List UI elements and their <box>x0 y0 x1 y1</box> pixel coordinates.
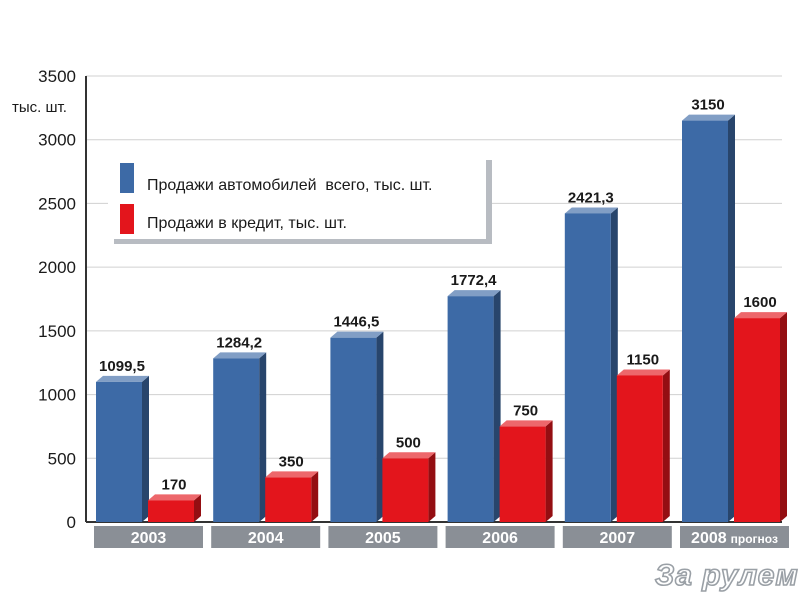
legend-box <box>108 155 486 239</box>
bar-top <box>265 471 319 478</box>
x-category-band <box>211 526 321 548</box>
x-tick-label: 2005 <box>365 530 401 547</box>
bar-credit-sales <box>616 375 663 522</box>
bar-top <box>330 331 384 338</box>
x-tick-label: 2008 прогноз <box>691 530 778 547</box>
bar-side <box>545 420 553 522</box>
x-category-band <box>328 526 438 548</box>
bar-side <box>428 452 436 522</box>
bar-side <box>259 352 267 522</box>
legend-label-credit: Продажи в кредит, тыс. шт. <box>147 215 347 232</box>
bar-total-sales <box>564 213 611 522</box>
data-label: 1150 <box>627 351 660 368</box>
x-category-band <box>445 526 555 548</box>
y-tick-label: 1500 <box>38 322 76 341</box>
bar-side <box>610 207 618 522</box>
data-label: 1284,2 <box>216 334 262 351</box>
bar-side <box>194 494 201 522</box>
x-tick-label: 2004 <box>248 530 284 547</box>
bar-top <box>564 207 618 214</box>
y-tick-label: 500 <box>48 449 76 468</box>
bar-top <box>96 375 149 382</box>
bar-top <box>499 420 553 427</box>
y-tick-label: 1000 <box>38 386 76 405</box>
y-axis-unit: тыс. шт. <box>12 99 67 116</box>
bar-side <box>493 290 501 522</box>
bar-credit-sales <box>382 458 429 522</box>
bar-top <box>682 114 735 121</box>
data-label: 750 <box>513 402 538 419</box>
data-label: 170 <box>161 476 186 493</box>
data-label: 350 <box>279 453 304 470</box>
bar-credit-sales <box>734 318 780 522</box>
gridlines <box>86 75 782 459</box>
bar-credit-sales <box>499 426 546 522</box>
data-label: 500 <box>396 434 421 451</box>
data-label: 3150 <box>691 97 724 114</box>
x-tick-label: 2006 <box>482 530 518 547</box>
y-tick-label: 2000 <box>38 258 76 277</box>
bar-credit-sales <box>148 500 194 522</box>
bar-top <box>616 369 670 376</box>
x-category-band <box>94 526 203 548</box>
bar-top <box>734 312 787 319</box>
legend-swatch-credit <box>120 204 134 234</box>
bar-side <box>780 312 787 522</box>
watermark-logo: За рулем <box>655 559 799 592</box>
bar-total-sales <box>330 337 377 522</box>
y-tick-label: 3500 <box>38 67 76 86</box>
y-tick-label: 3000 <box>38 131 76 150</box>
legend-swatch-total <box>120 163 134 193</box>
x-tick-label: 2003 <box>131 530 167 547</box>
x-category-band <box>562 526 672 548</box>
bar-side <box>662 369 670 522</box>
data-label: 1772,4 <box>451 272 498 289</box>
bar-total-sales <box>213 358 260 522</box>
bar-total-sales <box>96 381 142 522</box>
bar-side <box>376 331 384 522</box>
data-label: 2421,3 <box>568 189 614 206</box>
bar-total-sales <box>447 296 494 522</box>
bar-top <box>447 290 501 297</box>
bar-top <box>382 452 436 459</box>
y-tick-label: 0 <box>67 513 76 532</box>
legend-label-total: Продажи автомобилей всего, тыс. шт. <box>147 177 432 194</box>
bar-side <box>311 471 319 522</box>
y-tick-label: 2500 <box>38 194 76 213</box>
bar-credit-sales <box>265 477 312 522</box>
bars: 1099,5 170 1284,2 350 1446,5 500 1772,4 750 2421… <box>96 97 787 522</box>
legend: Продажи автомобилей всего, тыс. шт. Прод… <box>108 155 492 244</box>
x-category-band <box>680 526 789 548</box>
bar-top <box>213 352 267 359</box>
data-label: 1446,5 <box>333 314 379 331</box>
bar-total-sales <box>682 120 728 522</box>
category-bands: 2003 2004 2005 2006 2007 2008 прогноз <box>94 526 789 548</box>
x-tick-note: прогноз <box>731 532 778 546</box>
data-label: 1600 <box>743 294 776 311</box>
bar-side <box>728 114 735 522</box>
data-label: 1099,5 <box>99 358 145 375</box>
bar-top <box>148 494 201 501</box>
x-tick-label: 2007 <box>600 530 636 547</box>
y-axis-ticks: 0 500 1000 1500 2000 2500 3000 3500 <box>38 67 76 532</box>
bar-side <box>142 375 149 522</box>
